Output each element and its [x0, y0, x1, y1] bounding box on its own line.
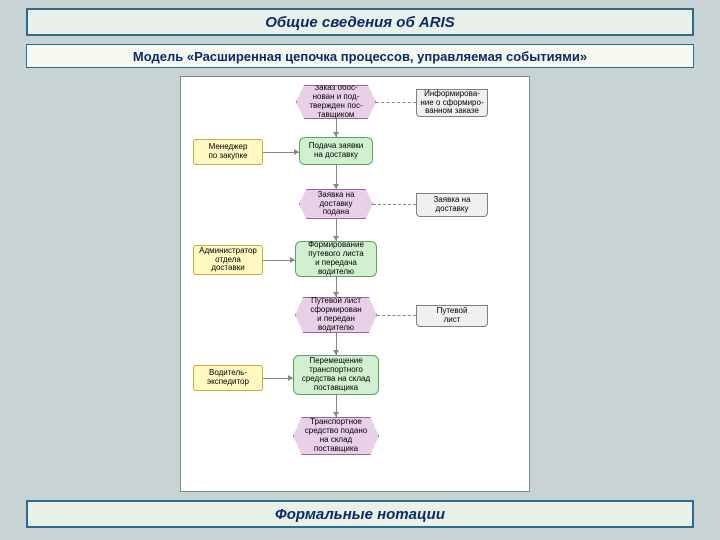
- node-e3: Путевой листсформировани переданводителю: [295, 297, 377, 333]
- page-subtitle: Модель «Расширенная цепочка процессов, у…: [26, 44, 694, 68]
- node-f3: Перемещениетранспортногосредства на скла…: [293, 355, 379, 395]
- node-e2: Заявка надоставкуподана: [299, 189, 373, 219]
- node-e4: Транспортноесредство поданона складпоста…: [293, 417, 379, 455]
- node-f2: Формированиепутевого листаи передачаводи…: [295, 241, 377, 277]
- page-title: Общие сведения об ARIS: [26, 8, 694, 36]
- node-d1: Информирова-ние о сформиро-ванном заказе: [416, 89, 488, 117]
- node-r1: Менеджерпо закупке: [193, 139, 263, 165]
- page-footer: Формальные нотации: [26, 500, 694, 528]
- node-f1: Подача заявкина доставку: [299, 137, 373, 165]
- node-e1: Заказ обос-нован и под-твержден пос-тавщ…: [296, 85, 376, 119]
- eepc-diagram: Заказ обос-нован и под-твержден пос-тавщ…: [180, 76, 530, 492]
- node-r3: Водитель-экспедитор: [193, 365, 263, 391]
- node-d2: Заявка надоставку: [416, 193, 488, 217]
- node-r2: Администраторотделадоставки: [193, 245, 263, 275]
- node-d3: Путевойлист: [416, 305, 488, 327]
